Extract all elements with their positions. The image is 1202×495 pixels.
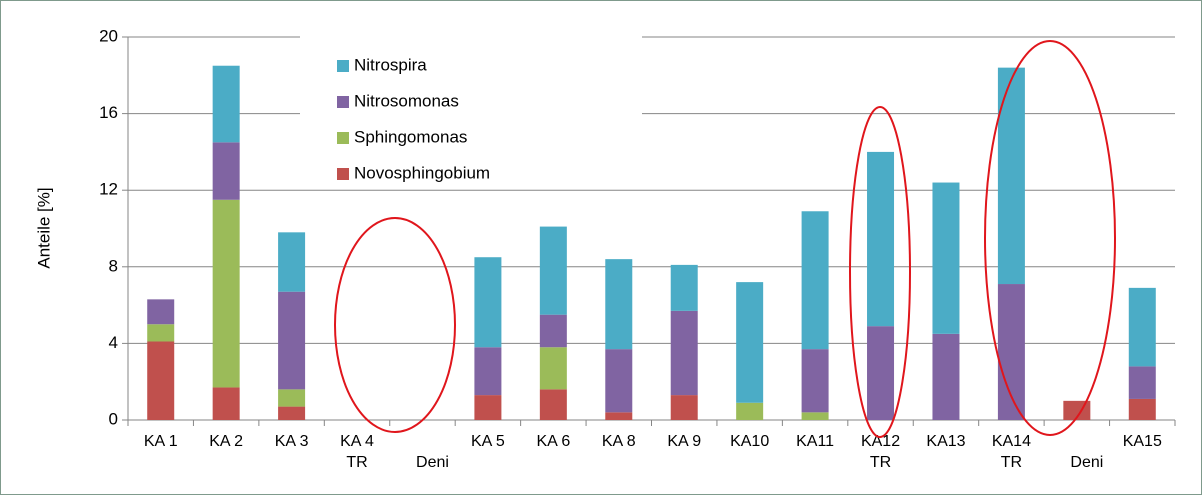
bar-segment xyxy=(932,182,960,334)
x-tick-label: Deni xyxy=(416,454,449,471)
y-tick-label: 20 xyxy=(99,26,118,45)
bar-segment xyxy=(1128,366,1156,399)
x-tick-label: KA 3 xyxy=(275,433,309,450)
bar-segment xyxy=(605,412,633,420)
y-axis-label: Anteile [%] xyxy=(34,187,53,268)
x-tick-label: KA 2 xyxy=(209,433,243,450)
bar-segment xyxy=(801,412,829,420)
x-tick-label: KA14 TR xyxy=(992,433,1031,471)
bar-segment xyxy=(212,199,240,388)
x-tick-label: KA15 xyxy=(1123,433,1162,450)
bar-segment xyxy=(539,347,567,390)
bar-segment xyxy=(997,67,1025,285)
bar-segment xyxy=(736,402,764,420)
bar-segment xyxy=(539,226,567,315)
bar-segment xyxy=(147,299,175,325)
bar-segment xyxy=(212,387,240,420)
bar-segment xyxy=(278,389,306,407)
bar-segment xyxy=(670,264,698,311)
x-tick-label: KA10 xyxy=(730,433,769,450)
highlight-ellipse xyxy=(849,106,911,438)
bar-segment xyxy=(605,259,633,350)
bar-segment xyxy=(539,314,567,348)
bar-segment xyxy=(1128,287,1156,367)
highlight-ellipse xyxy=(334,217,456,433)
bar-segment xyxy=(147,324,175,342)
x-tick-label: KA 9 xyxy=(667,433,701,450)
legend-label: Nitrosomonas xyxy=(354,91,459,110)
bar-segment xyxy=(605,349,633,413)
legend-label: Nitrospira xyxy=(354,55,427,74)
x-tick-label: KA 4 TR xyxy=(340,433,374,471)
x-tick-label: KA11 xyxy=(796,433,834,450)
bar-segment xyxy=(474,257,502,348)
legend-label: Novosphingobium xyxy=(354,163,490,182)
bar-segment xyxy=(474,395,502,420)
x-tick-label: KA 1 xyxy=(144,433,178,450)
x-tick-label: KA 5 xyxy=(471,433,505,450)
bar-segment xyxy=(474,347,502,396)
plot: 0 4 8 12 16 20 KA 1 KA 2 KA 3 KA 4 TR Deni KA 5 KA 6 K… xyxy=(99,26,1176,471)
bar-segment xyxy=(147,341,175,420)
bar-segment xyxy=(212,65,240,143)
bar-segment xyxy=(539,389,567,420)
x-tick-label: KA 6 xyxy=(536,433,570,450)
legend-label: Sphingomonas xyxy=(354,127,467,146)
legend-swatch xyxy=(337,132,349,144)
bar-segment xyxy=(670,310,698,396)
y-tick-label: 0 xyxy=(109,409,118,428)
x-tick-label: Deni xyxy=(1070,454,1103,471)
x-tick-label: KA 8 xyxy=(602,433,636,450)
highlight-ellipse xyxy=(984,40,1116,436)
y-tick-label: 12 xyxy=(99,180,118,199)
bar-segment xyxy=(278,291,306,390)
bar-segment xyxy=(278,232,306,292)
y-tick-label: 16 xyxy=(99,103,118,122)
x-tick-label: KA12 TR xyxy=(861,433,900,471)
y-tick-label: 8 xyxy=(109,256,118,275)
y-tick-label: 4 xyxy=(109,333,118,352)
bar-segment xyxy=(212,142,240,200)
bar-segment xyxy=(867,326,895,420)
bar-segment xyxy=(867,151,895,327)
legend-swatch xyxy=(337,96,349,108)
bar-segment xyxy=(1128,398,1156,420)
bar-segment xyxy=(736,282,764,403)
bar-segment xyxy=(801,349,829,413)
bar-segment xyxy=(278,406,306,420)
x-tick-label: KA13 xyxy=(926,433,965,450)
legend-swatch xyxy=(337,168,349,180)
legend-swatch xyxy=(337,60,349,72)
bar-segment xyxy=(801,211,829,350)
bar-segment xyxy=(932,333,960,420)
bar-segment xyxy=(670,395,698,420)
bar-segment xyxy=(997,284,1025,420)
